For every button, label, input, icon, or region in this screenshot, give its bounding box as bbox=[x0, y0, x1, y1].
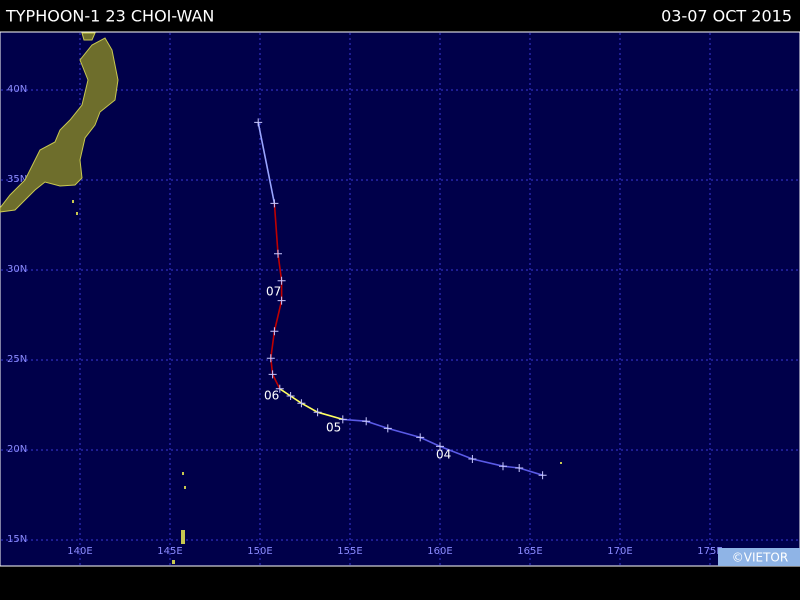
track-point bbox=[313, 408, 322, 417]
hokkaido-land bbox=[81, 32, 96, 41]
title: TYPHOON-1 23 CHOI-WAN bbox=[5, 7, 214, 26]
track-point bbox=[362, 417, 371, 426]
day-label: 07 bbox=[266, 285, 281, 299]
credit: ©VIETOR bbox=[732, 551, 788, 565]
track bbox=[254, 118, 547, 480]
lat-label: 40N bbox=[7, 84, 27, 95]
japan-land bbox=[0, 37, 119, 213]
lon-label: 165E bbox=[517, 546, 542, 557]
track-point bbox=[515, 464, 524, 472]
track-point bbox=[270, 199, 279, 208]
day-label: 04 bbox=[436, 448, 451, 462]
track-point bbox=[274, 249, 282, 258]
day-label: 05 bbox=[326, 421, 341, 435]
track-point bbox=[275, 384, 284, 393]
track-point bbox=[270, 327, 279, 336]
grid: 140E 145E 150E 155E 160E 165E 170E 175E 40N 35N 30… bbox=[1, 33, 799, 565]
credit-box bbox=[718, 548, 800, 566]
lon-label: 175E bbox=[697, 546, 722, 557]
track-point bbox=[499, 462, 507, 471]
lon-label: 170E bbox=[607, 546, 632, 557]
track-point bbox=[538, 471, 547, 480]
track-point bbox=[416, 433, 425, 442]
lat-label: 20N bbox=[7, 444, 27, 455]
track-point bbox=[266, 354, 275, 363]
lat-label: 30N bbox=[7, 264, 27, 275]
lon-label: 155E bbox=[337, 546, 362, 557]
lat-label: 35N bbox=[7, 174, 27, 185]
date-range: 03-07 OCT 2015 bbox=[661, 7, 792, 26]
lon-label: 150E bbox=[247, 546, 272, 557]
lon-label: 140E bbox=[67, 546, 92, 557]
track-point bbox=[383, 424, 392, 433]
track-point bbox=[338, 415, 347, 424]
track-point bbox=[277, 276, 286, 285]
lat-label: 25N bbox=[7, 354, 27, 365]
lon-label: 145E bbox=[157, 546, 182, 557]
track-point bbox=[286, 392, 295, 400]
track-point bbox=[277, 296, 286, 305]
track-point bbox=[468, 455, 477, 463]
lat-label: 15N bbox=[7, 534, 27, 545]
track-point bbox=[297, 399, 306, 408]
islands bbox=[72, 200, 562, 564]
ocean bbox=[0, 31, 800, 567]
track-point bbox=[254, 118, 263, 127]
track-point bbox=[436, 442, 444, 451]
track-point bbox=[268, 370, 277, 379]
day-label: 06 bbox=[264, 389, 279, 403]
track-segment bbox=[257, 122, 276, 204]
lon-label: 160E bbox=[427, 546, 452, 557]
